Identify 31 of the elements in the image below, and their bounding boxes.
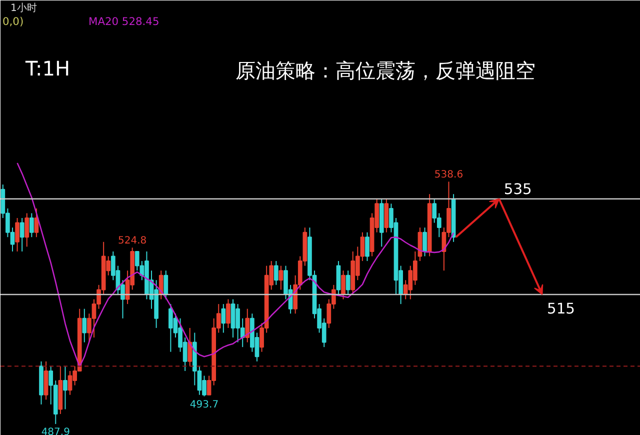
text: 原油策略：高位震荡，反弹遇阻空: [236, 58, 536, 82]
candlestick: [82, 308, 87, 343]
candlestick: [274, 260, 278, 286]
candlestick: [44, 360, 48, 400]
candlestick: [15, 218, 20, 252]
candlestick: [20, 218, 24, 252]
candlestick: [63, 366, 68, 410]
annotation: 0,0): [2, 15, 24, 28]
text: MA20 528.45: [88, 15, 160, 28]
annotation: 493.7: [190, 399, 219, 410]
candlestick: [29, 212, 34, 238]
candlestick: [226, 298, 230, 328]
annotation: 1小时: [10, 2, 37, 14]
candlestick: [24, 212, 30, 248]
candlestick: [341, 270, 346, 300]
candlestick: [346, 270, 350, 295]
annotation: T:1H: [24, 56, 70, 80]
candlestick: [188, 327, 192, 367]
annotation: 487.9: [41, 427, 70, 435]
ref-line-label: 515: [547, 300, 575, 318]
candlestick: [245, 308, 250, 343]
candlestick: [365, 232, 370, 262]
annotation: 538.6: [434, 170, 464, 181]
candlestick: [164, 270, 168, 300]
annotation: 524.8: [118, 236, 147, 247]
candlestick: [336, 260, 341, 295]
candlestick: [278, 265, 284, 290]
candlestick: [384, 198, 389, 233]
candlestick: [221, 304, 226, 334]
ref-line-label: 535: [504, 180, 532, 198]
candlestick: [422, 227, 427, 257]
